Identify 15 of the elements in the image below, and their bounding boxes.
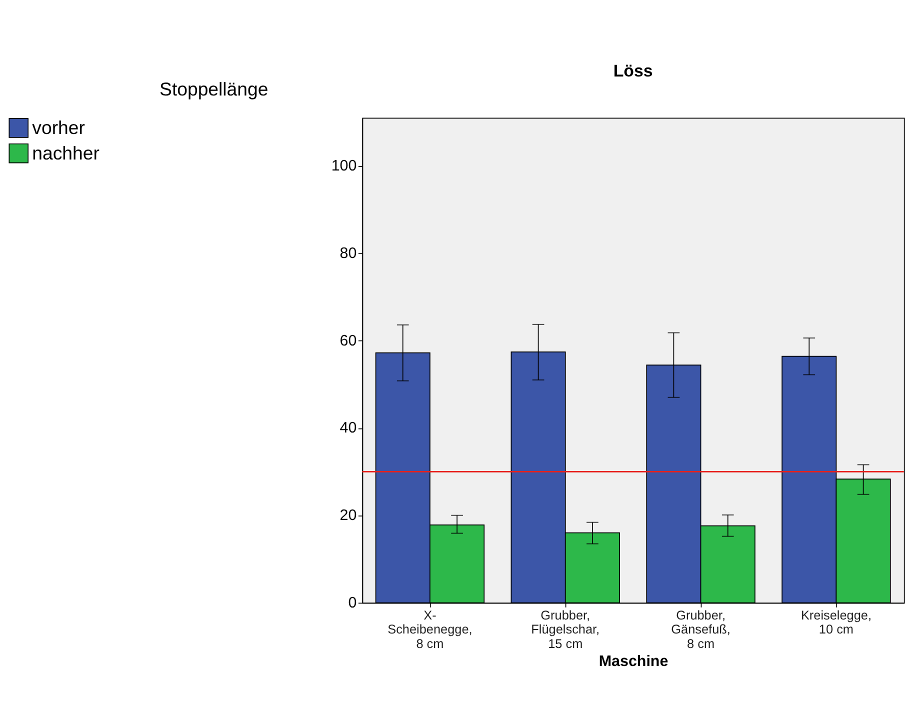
- legend-label: vorher: [32, 116, 85, 138]
- y-tick-label: 20: [340, 507, 357, 524]
- chart-title: Löss: [613, 61, 653, 80]
- x-tick-label: Grubber, Gänsefuß, 8 cm: [671, 608, 730, 652]
- x-tick-label: X- Scheibenegge, 8 cm: [388, 608, 472, 652]
- y-tick-label: 60: [340, 332, 357, 350]
- legend-label: nachher: [32, 142, 100, 164]
- y-tick-label: 100: [331, 158, 357, 174]
- y-tick-label: 80: [340, 244, 357, 262]
- y-axis-title: Stoppellänge: [160, 78, 268, 100]
- x-axis-title: Maschine: [598, 652, 668, 670]
- x-tick-label: Kreiselegge, 10 cm: [800, 608, 872, 637]
- y-tick-label: 0: [348, 594, 357, 612]
- x-tick-label: Grubber, Flügelschar, 15 cm: [531, 608, 600, 652]
- y-tick-label: 40: [340, 420, 357, 437]
